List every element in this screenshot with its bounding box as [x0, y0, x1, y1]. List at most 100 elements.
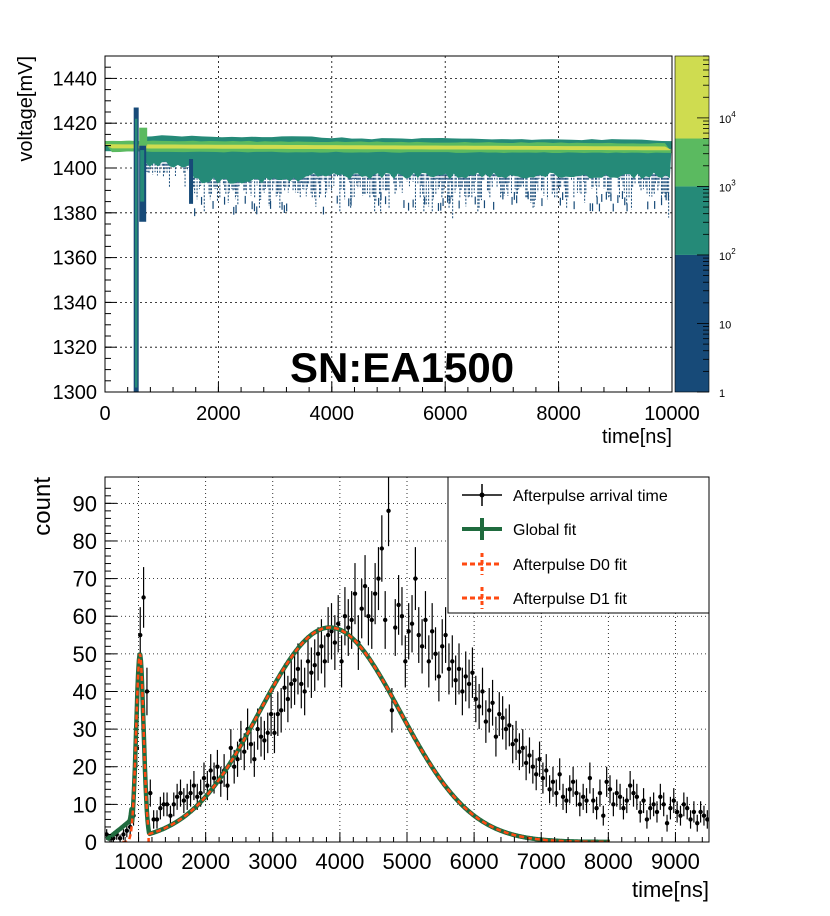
data-point: [295, 666, 301, 672]
data-point: [550, 779, 556, 784]
data-point: [648, 805, 653, 811]
data-point: [433, 651, 438, 657]
histogram-x-tick-label: 3000: [248, 849, 297, 874]
data-point: [141, 595, 146, 600]
colorbar: 1 10 102 103 104: [674, 55, 736, 400]
data-point: [722, 829, 726, 833]
histogram-x-tick-label: 4000: [315, 849, 364, 874]
data-point: [627, 783, 633, 788]
data-point: [282, 685, 287, 690]
data-point: [668, 805, 673, 811]
histogram-x-tick-label: 8000: [584, 849, 633, 874]
legend-entry-global: Global fit: [462, 518, 577, 540]
heatmap-plot-frame: [104, 55, 673, 393]
data-point: [322, 659, 327, 664]
data-point: [654, 809, 660, 815]
data-point: [440, 644, 445, 649]
data-point: [453, 677, 458, 683]
data-point: [225, 783, 230, 788]
data-point: [208, 768, 213, 773]
heatmap-y-tick-label: 1340: [53, 292, 98, 314]
data-point: [319, 644, 324, 649]
data-point: [124, 828, 130, 833]
heatmap-y-ticks: 1300 1320 1340 1360 1380 1400 1420 1440: [53, 55, 117, 404]
data-point: [651, 802, 656, 807]
data-point: [530, 764, 536, 769]
histogram-y-tick-label: 0: [85, 830, 97, 855]
data-point: [302, 689, 307, 694]
heatmap-x-tick-label: 0: [99, 403, 110, 425]
histogram-x-tick-label: 5000: [383, 849, 432, 874]
data-point: [587, 775, 593, 781]
heatmap-x-ticks: 0 2000 4000 6000 8000 10000: [99, 382, 700, 425]
data-point: [174, 794, 180, 800]
data-point: [483, 719, 489, 724]
heatmap-grid: [105, 56, 672, 392]
legend-marker-arrival-dot: [479, 492, 485, 498]
histogram-y-axis-label: count: [29, 477, 56, 536]
data-point: [188, 790, 193, 796]
data-point: [705, 817, 709, 822]
data-point: [248, 741, 254, 747]
heatmap-pulse-overshoot: [139, 127, 148, 146]
data-point: [299, 681, 304, 687]
data-point: [312, 662, 317, 668]
data-point: [329, 629, 334, 634]
data-point: [715, 813, 719, 817]
heatmap-x-axis-label: time[ns]: [602, 426, 672, 448]
heatmap-y-tick-label: 1420: [53, 113, 98, 135]
data-point: [658, 794, 663, 800]
histogram-y-ticks: 0 10 20 30 40 50 60 70 80 90: [73, 487, 117, 855]
data-point: [597, 790, 603, 796]
data-point: [688, 817, 693, 822]
data-point: [423, 617, 428, 623]
data-point: [399, 614, 405, 619]
colorbar-label: 103: [719, 178, 736, 194]
data-point: [533, 772, 539, 777]
legend-label-d1: Afterpulse D1 fit: [513, 591, 627, 608]
data-point: [376, 576, 381, 581]
heatmap-cells: [105, 107, 672, 392]
data-point: [235, 757, 240, 762]
data-point: [678, 813, 683, 818]
colorbar-label: 10: [719, 319, 731, 331]
data-point: [396, 602, 401, 608]
data-point: [460, 689, 465, 694]
colorbar-label: 102: [719, 247, 736, 263]
legend-entry-arrival: Afterpulse arrival time: [462, 484, 668, 506]
histogram-x-tick-label: 2000: [181, 849, 230, 874]
data-point: [369, 617, 374, 623]
data-point: [621, 805, 626, 811]
data-point: [168, 813, 173, 818]
histogram-x-tick-label: 1000: [114, 849, 163, 874]
data-point: [393, 625, 398, 630]
data-point: [228, 745, 234, 751]
data-point: [389, 708, 395, 713]
heatmap-y-tick-label: 1300: [53, 382, 98, 404]
data-point: [604, 779, 609, 784]
legend-label-d0: Afterpulse D0 fit: [513, 557, 627, 574]
data-point: [154, 817, 160, 822]
data-point: [305, 659, 311, 664]
colorbar-label-exponent: 3: [731, 178, 736, 187]
legend-entry-d1: Afterpulse D1 fit: [462, 587, 627, 609]
colorbar-label-exponent: 2: [731, 247, 736, 256]
data-point: [409, 621, 415, 626]
heatmap-band-core: [105, 144, 672, 151]
colorbar-label-exponent: 4: [731, 110, 736, 119]
data-point: [674, 809, 680, 815]
colorbar-frame: [674, 55, 710, 393]
data-point: [497, 711, 502, 717]
data-point: [567, 787, 572, 792]
data-point: [201, 775, 207, 781]
data-point: [564, 798, 569, 803]
data-point: [346, 625, 351, 630]
data-point: [265, 730, 270, 736]
data-point: [634, 794, 640, 800]
heatmap-panel: 0 2000 4000 6000 8000 10000 13001320134013601…: [15, 55, 736, 448]
data-point: [255, 726, 260, 732]
data-point: [406, 629, 411, 634]
data-point: [456, 666, 462, 672]
data-point: [349, 617, 354, 623]
data-point: [480, 689, 485, 694]
